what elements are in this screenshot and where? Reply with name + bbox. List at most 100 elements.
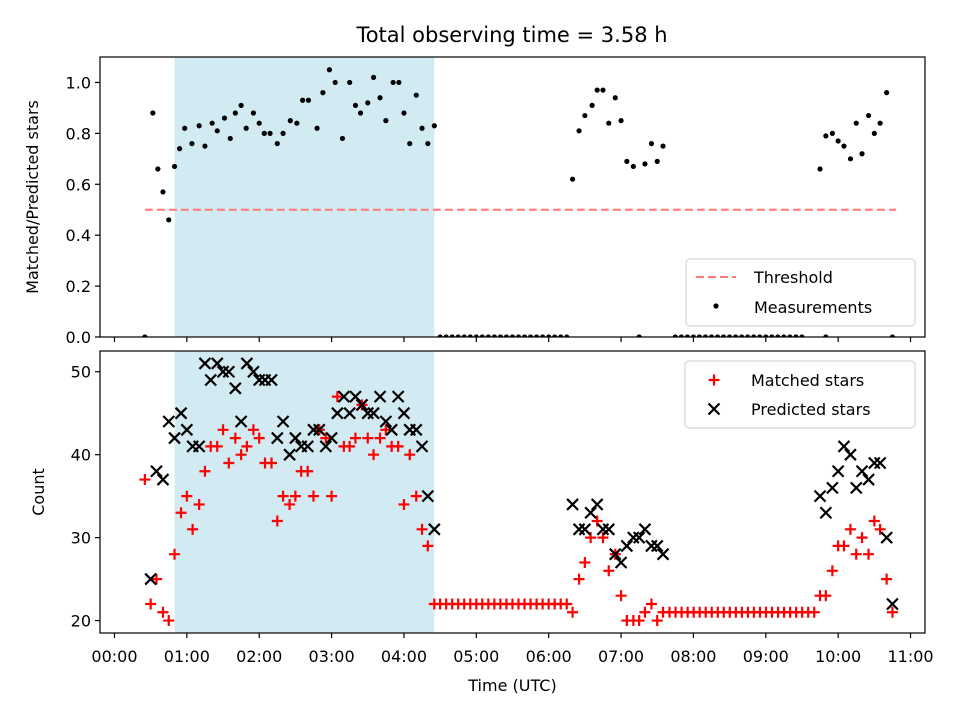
x-tick-label: 02:00 [236, 647, 282, 666]
predicted-point [566, 498, 579, 511]
measurement-point [314, 125, 320, 131]
measurement-point [793, 334, 799, 337]
predicted-point [234, 415, 248, 428]
predicted-point [608, 547, 622, 561]
measurement-point [540, 334, 546, 337]
predicted-point [144, 572, 157, 586]
predicted-point [222, 365, 236, 379]
measurement-point [546, 334, 552, 337]
measurement-point [280, 130, 286, 136]
measurement-point [509, 334, 516, 337]
measurement-point [564, 334, 570, 337]
predicted-point [421, 489, 435, 503]
measurement-point [708, 334, 715, 337]
measurement-point [829, 130, 835, 136]
legend-box [685, 258, 916, 327]
matched-point [362, 432, 374, 444]
matched-point [398, 498, 410, 510]
matched-point [284, 498, 296, 510]
predicted-point [391, 390, 405, 403]
matched-point [229, 432, 241, 444]
predicted-point [584, 506, 597, 520]
measurement-point [569, 176, 576, 182]
measurement-point [339, 135, 346, 142]
legend-predicted-swatch [707, 402, 721, 416]
measurement-point [443, 334, 449, 337]
matched-point [331, 391, 343, 403]
measurement-point [467, 334, 473, 337]
measurement-point [250, 110, 257, 116]
measurement-point [413, 92, 419, 98]
predicted-point [572, 523, 586, 536]
measurement-point [799, 334, 805, 337]
measurement-point [817, 166, 823, 172]
measurement-point [449, 334, 455, 337]
predicted-point [862, 473, 875, 486]
measurement-point [155, 166, 161, 172]
measurement-point [678, 334, 684, 337]
measurement-point [841, 143, 847, 149]
x-tick-label: 08:00 [670, 647, 716, 666]
matched-point [392, 440, 404, 452]
predicted-point [578, 523, 592, 536]
predicted-point [873, 456, 887, 470]
predicted-point [331, 406, 344, 420]
matched-point [344, 440, 356, 452]
measurement-point [745, 334, 751, 337]
matched-point [217, 424, 229, 436]
predicted-point [283, 448, 296, 461]
predicted-point [379, 415, 393, 428]
measurement-point [171, 163, 178, 170]
matched-point [868, 515, 880, 527]
measurement-point [594, 87, 600, 93]
measurement-point [781, 334, 787, 337]
x-tick-label: 07:00 [598, 647, 644, 666]
measurement-point [419, 125, 425, 131]
measurement-point [326, 67, 333, 73]
predicted-point [415, 440, 429, 453]
measurement-point [726, 334, 733, 337]
measurement-point [654, 158, 660, 164]
matched-point [881, 573, 893, 585]
measurement-point [365, 100, 371, 106]
measurement-point [370, 74, 377, 80]
predicted-point [247, 365, 260, 379]
measurement-point [702, 334, 709, 337]
observing-window-span [174, 351, 435, 633]
predicted-point [886, 597, 899, 611]
matched-point [561, 598, 573, 610]
observing-window-span [174, 57, 435, 337]
matched-point [886, 606, 898, 618]
predicted-point [229, 382, 242, 395]
measurement-point [847, 156, 854, 162]
measurement-point [390, 79, 396, 86]
predicted-point [265, 373, 278, 387]
matched-point [615, 590, 627, 602]
measurement-point [142, 334, 148, 337]
y-tick-label: 0.4 [66, 226, 91, 245]
measurement-point [232, 110, 238, 116]
predicted-point [301, 440, 314, 453]
measurement-point [209, 120, 215, 126]
predicted-point [837, 440, 851, 453]
measurement-point [238, 102, 244, 108]
measurement-point [533, 334, 540, 337]
matched-point [247, 424, 259, 436]
measurement-point [823, 334, 829, 337]
plot-area [139, 357, 899, 627]
measurement-point [648, 140, 655, 147]
chart-title: Total observing time = 3.58 h [355, 23, 667, 47]
measurement-point [636, 334, 642, 337]
predicted-point [156, 473, 170, 486]
measurement-point [618, 118, 624, 124]
measurement-point [769, 334, 775, 337]
matched-point [175, 507, 187, 519]
legend-predicted-label: Predicted stars [751, 400, 871, 419]
legend-measurement-label: Measurements [754, 298, 872, 317]
legend-matched-label: Matched stars [751, 371, 864, 390]
matched-point [567, 606, 579, 618]
x-axis-label: Time (UTC) [467, 676, 556, 695]
measurement-point [503, 334, 510, 337]
measurement-point [600, 87, 606, 93]
predicted-point [355, 398, 369, 412]
